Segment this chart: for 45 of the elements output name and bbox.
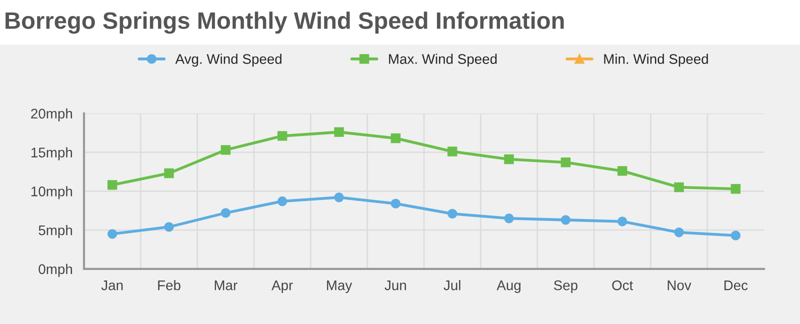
x-tick-label: Feb <box>158 280 180 290</box>
y-tick-label: 5mph <box>38 225 72 238</box>
point <box>560 158 571 168</box>
x-tick-label: Oct <box>612 280 634 290</box>
legend-label: Min. Wind Speed <box>604 54 708 67</box>
point <box>277 196 288 206</box>
point <box>447 146 458 156</box>
point <box>107 180 118 190</box>
point <box>730 230 741 240</box>
chart-title: Borrego Springs Monthly Wind Speed Information <box>6 12 564 34</box>
y-tick-label: 20mph <box>31 108 72 122</box>
x-tick-label: Jul <box>444 280 460 290</box>
point <box>334 127 344 137</box>
point <box>674 228 684 238</box>
x-tick-label: Jun <box>384 280 406 290</box>
x-tick-label: Sep <box>554 280 578 293</box>
point <box>504 214 514 224</box>
x-tick-label: Aug <box>496 280 520 293</box>
point <box>674 182 684 192</box>
point <box>107 229 118 239</box>
point <box>390 198 401 208</box>
point <box>390 133 401 144</box>
legend-label: Max. Wind Speed <box>389 54 497 67</box>
y-tick-label: 0mph <box>38 264 72 277</box>
point <box>277 131 288 141</box>
point <box>447 208 458 219</box>
point <box>730 184 741 194</box>
x-tick-label: Jan <box>101 280 123 290</box>
y-tick-label: 10mph <box>31 186 72 200</box>
x-tick-label: Mar <box>214 280 238 290</box>
point <box>164 222 174 232</box>
x-tick-label: Apr <box>272 280 293 293</box>
x-tick-label: May <box>327 280 352 293</box>
point <box>504 154 514 164</box>
point <box>617 216 628 226</box>
point <box>220 145 231 155</box>
point <box>617 166 628 176</box>
point <box>334 192 344 202</box>
point <box>164 168 174 178</box>
legend-label: Avg. Wind Speed <box>175 54 282 67</box>
point <box>220 208 231 218</box>
point <box>560 215 571 225</box>
x-tick-label: Dec <box>724 280 748 290</box>
x-tick-label: Nov <box>668 280 692 290</box>
y-tick-label: 15mph <box>31 147 72 160</box>
